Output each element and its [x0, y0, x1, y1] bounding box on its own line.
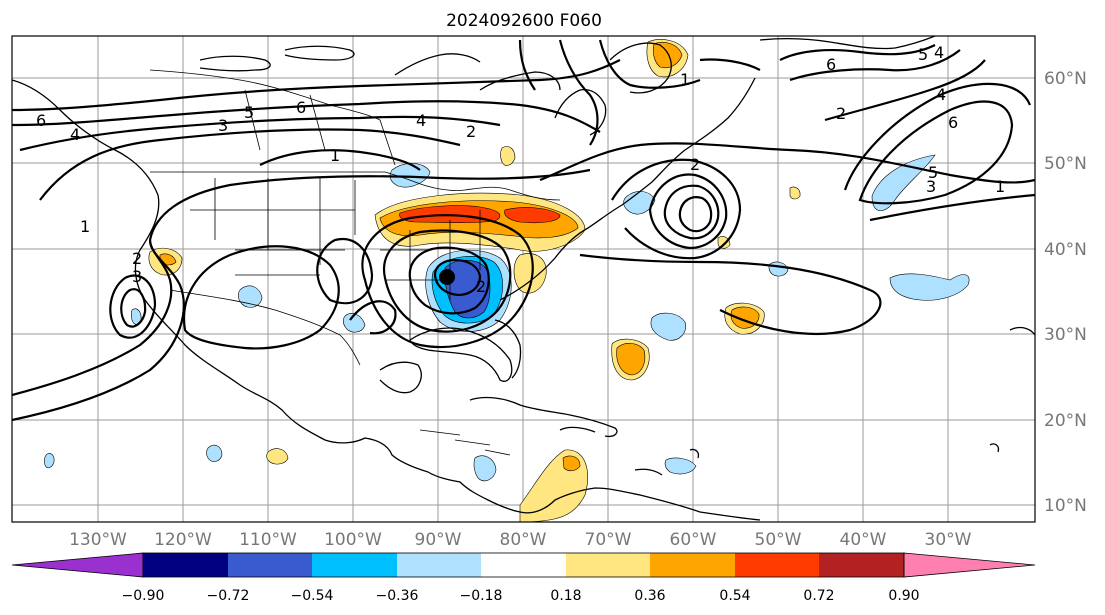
yellow-area-southeast — [513, 253, 547, 294]
colorbar-segment-3 — [312, 553, 397, 577]
lon-label-40w: 40°W — [840, 530, 887, 550]
lon-label-50w: 50°W — [755, 530, 802, 550]
lon-label-120w: 120°W — [154, 530, 212, 550]
orange-area-atlantic-1 — [616, 343, 646, 376]
colorbar-segment-4 — [397, 553, 481, 577]
yellow-area-atlantic-4 — [717, 236, 731, 249]
contour-label-21: 1 — [995, 177, 1005, 196]
longitude-labels: 130°W 120°W 110°W 100°W 90°W 80°W 70°W 6… — [69, 530, 972, 550]
colorbar-frame — [142, 552, 905, 578]
lat-label-60n: 60°N — [1044, 69, 1087, 89]
orange-area-south-america — [562, 455, 581, 472]
colorbar-label-10: 0.90 — [888, 588, 919, 604]
contour-label-1: 6 — [36, 111, 46, 130]
contour-label-7: 2 — [466, 122, 476, 141]
lightblue-area-caribbean — [473, 455, 497, 482]
contour-label-2: 4 — [70, 125, 80, 144]
contour-label-22: 1 — [680, 70, 690, 89]
map-title: 2024092600 F060 — [446, 11, 602, 31]
contour-label-19: 5 — [928, 163, 938, 182]
colorbar-label-5: −0.18 — [460, 588, 503, 604]
lat-label-10n: 10°N — [1044, 496, 1087, 516]
contour-label-6: 4 — [416, 111, 426, 130]
colorbar-label-4: −0.36 — [376, 588, 419, 604]
lightblue-area-atlantic-3 — [889, 273, 970, 301]
contour-label-9: 1 — [80, 217, 90, 236]
lightblue-area-nova-scotia — [623, 191, 656, 215]
colorbar-label-2: −0.72 — [207, 588, 250, 604]
colorbar-segment-1 — [143, 553, 228, 577]
contour-label-17: 6 — [948, 113, 958, 132]
contour-lines — [12, 39, 1035, 422]
colorbar-extend-low — [11, 552, 144, 578]
contour-label-20: 3 — [926, 177, 936, 196]
lon-label-90w: 90°W — [415, 530, 462, 550]
colorbar-label-9: 0.72 — [803, 588, 834, 604]
latitude-labels: 60°N 50°N 40°N 30°N 20°N 10°N — [1044, 69, 1087, 516]
colorbar-label-1: −0.90 — [122, 588, 165, 604]
colorbar-segment-5 — [481, 553, 566, 577]
contour-label-4: 5 — [244, 103, 254, 122]
colorbar-segment-9 — [819, 553, 904, 577]
orange-area-greenland — [652, 42, 683, 69]
lightblue-area-atlantic-2 — [768, 261, 789, 277]
lightblue-area-atlantic-5 — [664, 457, 697, 475]
coastlines — [12, 36, 1035, 521]
lat-label-30n: 30°N — [1044, 325, 1087, 345]
lightblue-area-pacific-2 — [44, 453, 55, 469]
contour-label-13: 6 — [826, 55, 836, 74]
contour-label-16: 5 — [918, 45, 928, 64]
yellow-area-atlantic-3 — [789, 186, 801, 200]
contour-label-8: 1 — [330, 146, 340, 165]
contour-label-5: 6 — [296, 98, 306, 117]
lightblue-area-texas — [342, 313, 366, 333]
low-center-marker — [439, 269, 455, 285]
contour-label-10: 2 — [132, 249, 142, 268]
contour-label-23: 2 — [690, 155, 700, 174]
lat-label-50n: 50°N — [1044, 154, 1087, 174]
red-area-great-lakes-east — [504, 207, 561, 224]
lon-label-110w: 110°W — [239, 530, 297, 550]
lon-label-60w: 60°W — [670, 530, 717, 550]
lat-label-20n: 20°N — [1044, 411, 1087, 431]
colorbar-label-7: 0.36 — [634, 588, 665, 604]
colorbar-segment-7 — [650, 553, 735, 577]
lightblue-area-west — [237, 285, 263, 308]
colorbar-label-8: 0.54 — [719, 588, 750, 604]
lightblue-area-atlantic-1 — [650, 312, 686, 341]
contour-label-14: 4 — [934, 43, 944, 62]
colorbar: −0.90 −0.72 −0.54 −0.36 −0.18 0.18 0.36 … — [11, 552, 1036, 604]
contour-label-12: 2 — [476, 277, 486, 296]
contour-label-3: 3 — [218, 116, 228, 135]
lat-label-40n: 40°N — [1044, 240, 1087, 260]
colorbar-segment-2 — [228, 553, 312, 577]
map-frame — [11, 35, 1036, 523]
colorbar-segment-8 — [735, 553, 819, 577]
lon-label-130w: 130°W — [69, 530, 127, 550]
contour-labels: 6 4 3 5 6 4 2 1 1 2 3 2 6 4 2 5 6 4 5 3 … — [36, 43, 1005, 296]
lon-label-100w: 100°W — [324, 530, 382, 550]
colorbar-extend-high — [903, 552, 1036, 578]
lon-label-70w: 70°W — [585, 530, 632, 550]
colorbar-label-3: −0.54 — [291, 588, 334, 604]
lightblue-area-pacific-1 — [206, 444, 223, 462]
colorbar-label-6: 0.18 — [550, 588, 581, 604]
yellow-area-ohio — [500, 146, 516, 166]
lon-label-30w: 30°W — [925, 530, 972, 550]
yellow-area-pacific — [266, 448, 289, 465]
contour-label-18: 4 — [936, 85, 946, 104]
lon-label-80w: 80°W — [500, 530, 547, 550]
contour-label-11: 3 — [132, 267, 142, 286]
contour-label-15: 2 — [836, 104, 846, 123]
colorbar-segment-6 — [566, 553, 650, 577]
